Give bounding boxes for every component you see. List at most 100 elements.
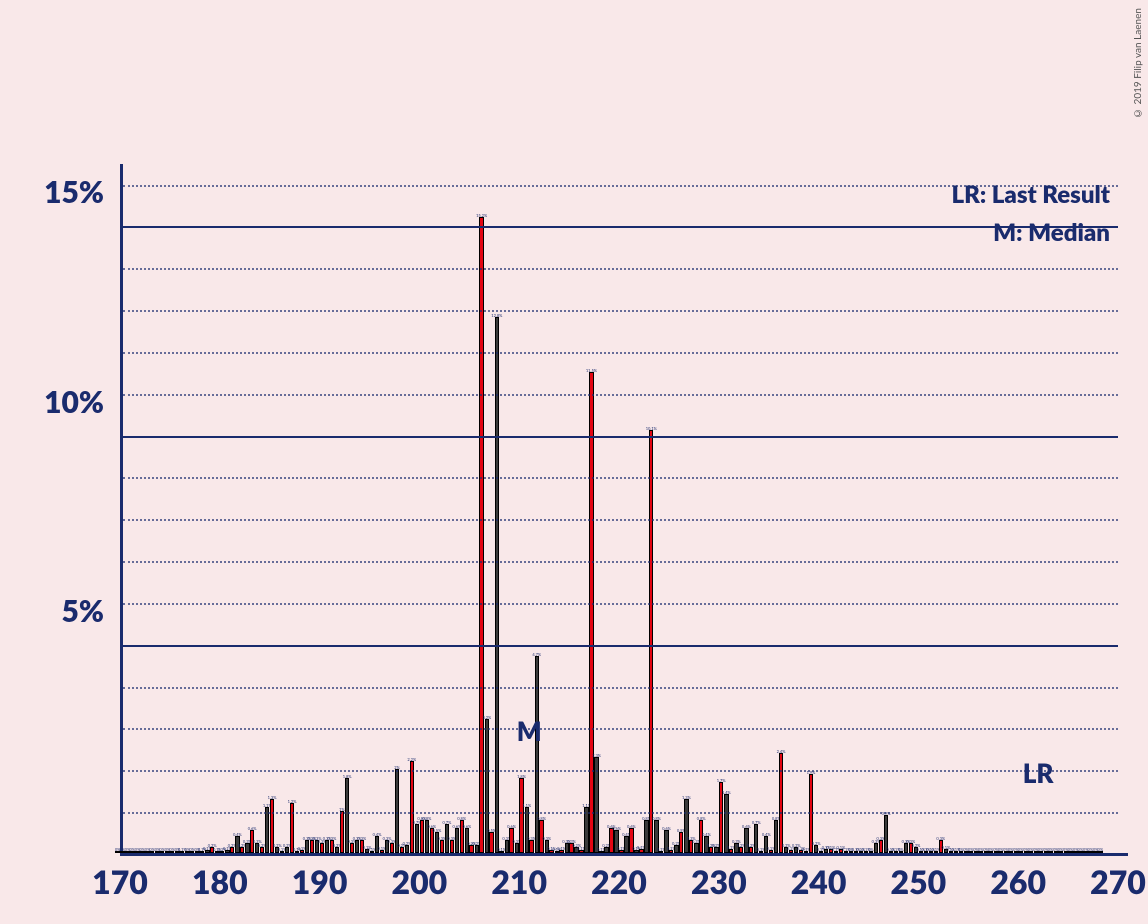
bar-value-label: 12.8% bbox=[491, 313, 502, 318]
bar-slot: 0.2%0.1% bbox=[784, 171, 794, 853]
bar-slot: 0.3%0.3% bbox=[325, 171, 335, 853]
black-bar: 0.8% bbox=[644, 820, 648, 853]
bar-value-label: 0.3% bbox=[542, 836, 551, 841]
grid-minor bbox=[123, 728, 1118, 730]
bar-slot: 0.1%0.3% bbox=[933, 171, 943, 853]
red-bar: 2.4% bbox=[779, 753, 783, 853]
bar-slot: 0.2%1.7% bbox=[714, 171, 724, 853]
bar-slot: 0.1%0.1% bbox=[365, 171, 375, 853]
bar-slot: 0%0% bbox=[973, 171, 983, 853]
bar-slot: 0.1%0.1% bbox=[824, 171, 834, 853]
bar-slot: 12.8%0.1% bbox=[494, 171, 504, 853]
red-bar: 0.1% bbox=[599, 851, 603, 854]
grid-minor bbox=[123, 561, 1118, 563]
bar-slot: 0.1%0.2% bbox=[225, 171, 235, 853]
red-bar: 0.6% bbox=[609, 828, 613, 853]
red-bar: 0.5% bbox=[489, 832, 493, 853]
bar-slot: 0%0% bbox=[1013, 171, 1023, 853]
bar-slot: 0.1%0.1% bbox=[854, 171, 864, 853]
bar-slot: 0.3%0.1% bbox=[544, 171, 554, 853]
black-bar: 0.7% bbox=[415, 824, 419, 853]
bar-value-label: 2.3% bbox=[592, 753, 601, 758]
bar-slot: 0.8%2.4% bbox=[774, 171, 784, 853]
bar-value-label: 4.7% bbox=[532, 652, 541, 657]
bar-slot: 0.2%0.1% bbox=[913, 171, 923, 853]
bar-slot: 0.1%0.1% bbox=[834, 171, 844, 853]
bar-value-label: 1.3% bbox=[682, 795, 691, 800]
red-bar: 0.1% bbox=[819, 851, 823, 854]
bar-slot: 0%0% bbox=[165, 171, 175, 853]
red-bar: 0.3% bbox=[879, 840, 883, 853]
red-bar: 0.1% bbox=[789, 850, 793, 853]
red-bar: 11.5% bbox=[589, 372, 593, 853]
bar-slot: 0.1%0% bbox=[844, 171, 854, 853]
bar-slot: 0.7%0.1% bbox=[754, 171, 764, 853]
bar-slot: 0%0% bbox=[963, 171, 973, 853]
x-tick-label: 180 bbox=[192, 862, 248, 901]
bar-slot: 1.4%0.1% bbox=[724, 171, 734, 853]
bar-slot: 0%0% bbox=[1003, 171, 1013, 853]
red-bar: 15.2% bbox=[479, 217, 483, 853]
bar-slot: 0.2%15.2% bbox=[474, 171, 484, 853]
bar-value-label: 0.2% bbox=[812, 841, 821, 846]
bar-slot: 0.4%0.1% bbox=[764, 171, 774, 853]
red-bar: 0.1% bbox=[280, 851, 284, 854]
bar-value-label: 0.4% bbox=[233, 832, 242, 837]
black-bar: 0.6% bbox=[744, 828, 748, 853]
bar-slot: 0.1%0.1% bbox=[215, 171, 225, 853]
red-bar: 0.1% bbox=[380, 850, 384, 853]
bar-slot: 0%0% bbox=[185, 171, 195, 853]
median-annotation: M bbox=[517, 715, 542, 747]
bar-slot: 2%0.2% bbox=[394, 171, 404, 853]
x-tick-label: 260 bbox=[990, 862, 1046, 901]
bar-slot: 1.1%0.3% bbox=[524, 171, 534, 853]
bar-slot: 0.3%1.8% bbox=[514, 171, 524, 853]
red-bar: 0.3% bbox=[320, 843, 324, 853]
bar-slot: 0.1%0.2% bbox=[205, 171, 215, 853]
red-bar: 0.1% bbox=[639, 849, 643, 853]
bar-slot: 1.3%0.3% bbox=[684, 171, 694, 853]
bar-slot: 0.3%0.6% bbox=[504, 171, 514, 853]
bar-slot: 0%0% bbox=[1033, 171, 1043, 853]
bar-slot: 0.3%0.3% bbox=[873, 171, 883, 853]
bar-value-label: 0.8% bbox=[423, 816, 432, 821]
bar-slot: 1.1%11.5% bbox=[584, 171, 594, 853]
black-bar: 0.2% bbox=[285, 847, 289, 853]
bar-slot: 0.1%0.1% bbox=[943, 171, 953, 853]
bar-value-label: 0.5% bbox=[433, 828, 442, 833]
bar-slot: 4.7%0.8% bbox=[534, 171, 544, 853]
y-tick-label: 15% bbox=[44, 174, 104, 210]
y-tick-label: 10% bbox=[44, 384, 104, 420]
bar-slot: 0.1%0.1% bbox=[295, 171, 305, 853]
red-bar: 0.3% bbox=[450, 840, 454, 853]
red-bar: 0.1% bbox=[200, 851, 204, 854]
black-bar: 0.2% bbox=[475, 845, 479, 853]
legend-lr: LR: Last Result bbox=[952, 176, 1110, 214]
red-bar: 0.2% bbox=[240, 847, 244, 853]
black-bar: 0.3% bbox=[874, 843, 878, 853]
bar-slot: 0.6%0.1% bbox=[664, 171, 674, 853]
bar-value-label: 1.1% bbox=[522, 803, 531, 808]
red-bar: 0% bbox=[869, 851, 873, 853]
red-bar: 0.1% bbox=[769, 850, 773, 853]
red-bar: 10.1% bbox=[649, 430, 653, 853]
black-bar: 0.4% bbox=[624, 836, 628, 853]
red-bar: 0.2% bbox=[260, 847, 264, 853]
x-tick-label: 210 bbox=[491, 862, 547, 901]
bar-value-label: 0% bbox=[1098, 847, 1104, 852]
red-bar: 0.2% bbox=[739, 847, 743, 853]
bar-slot: 0%0% bbox=[155, 171, 165, 853]
grid-minor bbox=[123, 310, 1118, 312]
black-bar: 0.1% bbox=[555, 851, 559, 854]
red-bar: 0.1% bbox=[220, 851, 224, 854]
red-bar: 0.3% bbox=[440, 840, 444, 853]
grid-minor bbox=[123, 394, 1118, 396]
red-bar: 1.2% bbox=[290, 803, 294, 853]
copyright-text: © 2019 Filip van Laenen bbox=[1132, 8, 1144, 119]
red-bar: 0.3% bbox=[350, 843, 354, 853]
bar-slot: 2.3% 0.1% bbox=[594, 171, 604, 853]
bar-slot: 0%0% bbox=[115, 171, 125, 853]
bar-slot: 0.3%0.2% bbox=[255, 171, 265, 853]
black-bar: 0.3% bbox=[515, 843, 519, 853]
red-bar: 0.2% bbox=[469, 845, 473, 853]
